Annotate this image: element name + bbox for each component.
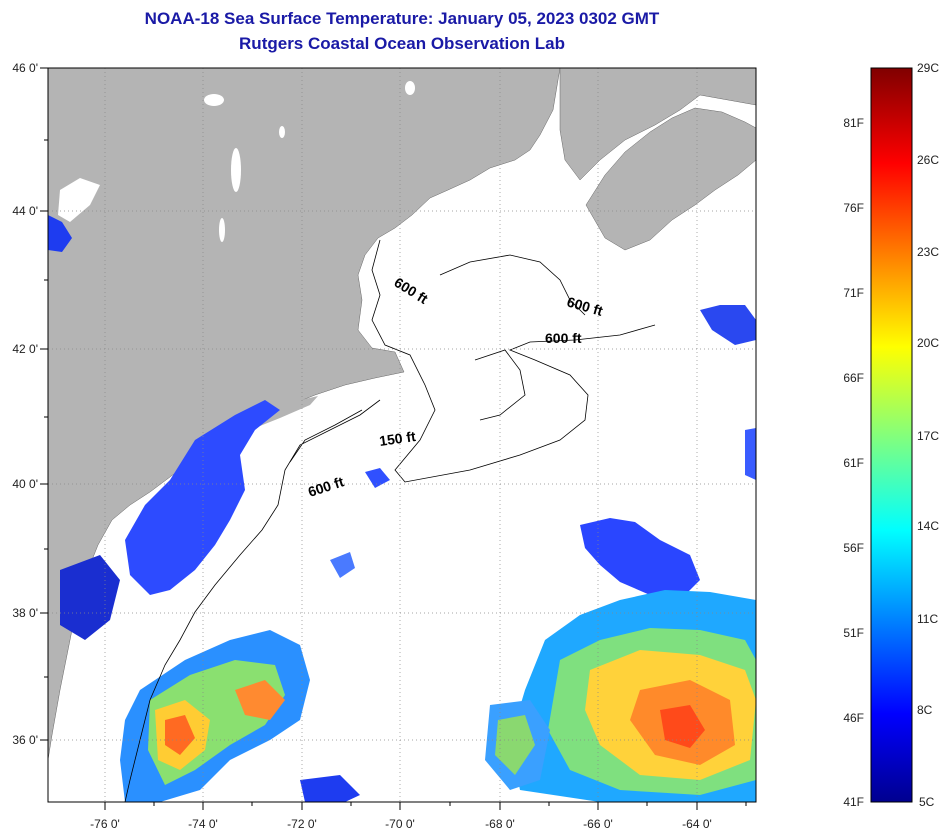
colorbar-c-label: 17C xyxy=(917,429,939,443)
lat-label: 42 0' xyxy=(12,342,38,356)
colorbar-f-label: 61F xyxy=(843,456,864,470)
lat-label: 38 0' xyxy=(12,606,38,620)
colorbar-c-label: 29C xyxy=(917,61,939,75)
sst-warm-patches xyxy=(485,590,756,802)
colorbar-c-label: 23C xyxy=(917,245,939,259)
nova-scotia-landmass xyxy=(585,107,756,251)
colorbar-f-label: 66F xyxy=(843,371,864,385)
colorbar-f-label: 46F xyxy=(843,711,864,725)
latitude-labels: 46 0' 44 0' 42 0' 40 0' 38 0' 36 0' xyxy=(12,61,38,747)
colorbar-fahrenheit-labels: 81F 76F 71F 66F 61F 56F 51F 46F 41F xyxy=(843,116,864,809)
colorbar-c-label: 8C xyxy=(917,703,933,717)
colorbar-gradient xyxy=(870,67,913,803)
lon-label: -68 0' xyxy=(485,817,515,831)
colorbar-f-label: 41F xyxy=(843,795,864,809)
lon-label: -70 0' xyxy=(385,817,415,831)
colorbar-f-label: 51F xyxy=(843,626,864,640)
contour-label-600ft-georges-bank: 600 ft xyxy=(545,330,582,346)
map-title: NOAA-18 Sea Surface Temperature: January… xyxy=(144,9,660,28)
map-panel: 600 ft 600 ft 600 ft 150 ft 600 ft xyxy=(48,68,756,802)
lon-label: -76 0' xyxy=(90,817,120,831)
colorbar-f-label: 56F xyxy=(843,541,864,555)
colorbar-c-label: 20C xyxy=(917,336,939,350)
sst-southwest-patches xyxy=(120,630,360,802)
colorbar-c-label: 5C xyxy=(919,795,935,809)
colorbar-c-label: 26C xyxy=(917,153,939,167)
lon-label: -66 0' xyxy=(583,817,613,831)
colorbar-f-label: 71F xyxy=(843,286,864,300)
colorbar-f-label: 81F xyxy=(843,116,864,130)
maritimes-landmass xyxy=(559,68,756,181)
bathymetry-contours xyxy=(124,239,656,802)
lat-label: 46 0' xyxy=(12,61,38,75)
tick-marks xyxy=(40,67,747,810)
lat-label: 44 0' xyxy=(12,204,38,218)
contour-label-150ft: 150 ft xyxy=(378,428,417,449)
lon-label: -72 0' xyxy=(287,817,317,831)
lat-label: 36 0' xyxy=(12,733,38,747)
longitude-labels: -76 0' -74 0' -72 0' -70 0' -68 0' -66 0… xyxy=(90,817,712,831)
lat-label: 40 0' xyxy=(12,477,38,491)
colorbar-f-label: 76F xyxy=(843,201,864,215)
lon-label: -64 0' xyxy=(682,817,712,831)
map-subtitle: Rutgers Coastal Ocean Observation Lab xyxy=(239,34,565,53)
map-frame xyxy=(47,67,757,803)
lon-label: -74 0' xyxy=(188,817,218,831)
colorbar-c-label: 14C xyxy=(917,519,939,533)
colorbar-c-label: 11C xyxy=(917,612,938,626)
temperature-colorbar: 81F 76F 71F 66F 61F 56F 51F 46F 41F 29C … xyxy=(843,61,939,809)
colorbar-celsius-labels: 29C 26C 23C 20C 17C 14C 11C 8C 5C xyxy=(917,61,939,809)
